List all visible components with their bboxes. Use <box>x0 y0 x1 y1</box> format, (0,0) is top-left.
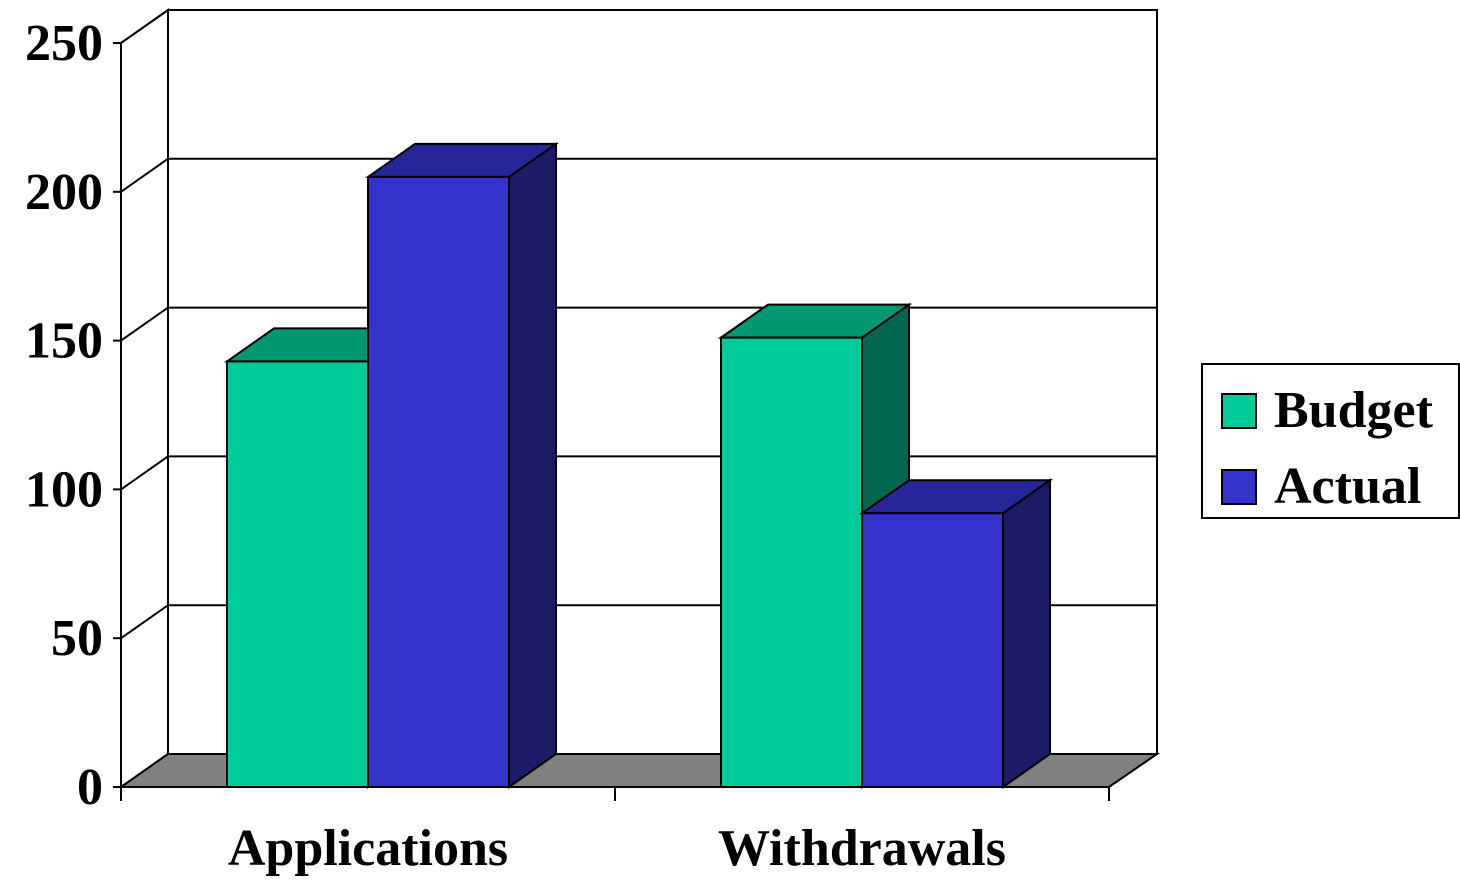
legend-swatch-actual <box>1221 469 1257 505</box>
y-tick-label: 50 <box>51 610 103 667</box>
legend-label-actual: Actual <box>1274 458 1421 515</box>
bar-side <box>508 141 557 789</box>
bar-front <box>367 175 510 789</box>
legend-label-budget: Budget <box>1274 382 1434 439</box>
y-tick-label: 150 <box>25 313 103 370</box>
legend: Budget Actual <box>1201 363 1460 519</box>
bar-front <box>720 336 863 788</box>
y-tick-label: 200 <box>25 164 103 221</box>
gridline <box>120 9 1157 44</box>
bars <box>223 141 1054 789</box>
y-tick-label: 100 <box>25 461 103 518</box>
x-tick-label: Applications <box>228 820 508 877</box>
gridline <box>120 157 1157 193</box>
x-tick-label: Withdrawals <box>718 820 1006 877</box>
y-tick-label: 250 <box>25 15 103 72</box>
legend-swatch-budget <box>1221 393 1257 429</box>
axis-labels: 0 50 100 150 200 250 Applications Withdrawals <box>25 15 1006 877</box>
bar-side <box>1002 478 1051 789</box>
bar-front <box>861 512 1004 788</box>
side-wall <box>120 8 169 789</box>
y-tick-label: 0 <box>77 759 103 816</box>
bar-actual-applications <box>364 141 560 789</box>
bar-actual-withdrawals <box>858 478 1054 789</box>
bar-front <box>226 360 369 788</box>
